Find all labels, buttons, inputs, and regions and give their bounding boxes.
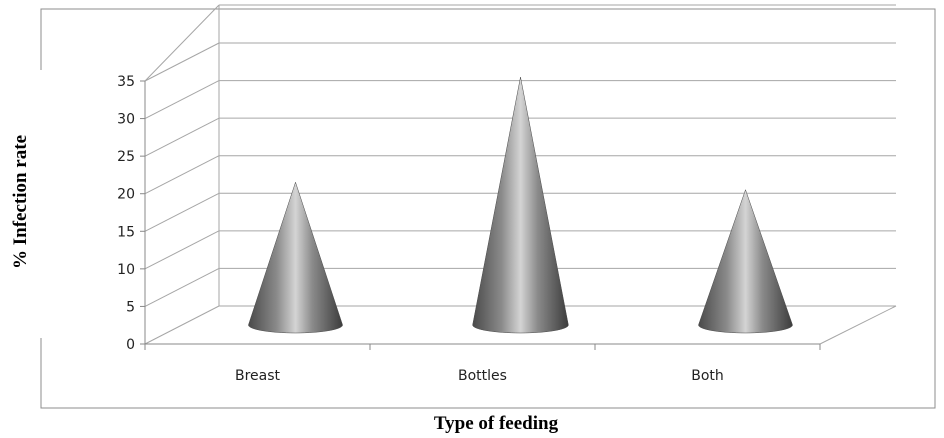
x-category-labels: Breast Bottles Both (235, 368, 724, 384)
gridline-side (144, 192, 220, 232)
x-category-label: Breast (235, 368, 281, 384)
y-tick-label: 35 (117, 74, 135, 90)
y-tick-label: 25 (117, 149, 135, 165)
x-axis-label: Type of feeding (434, 413, 559, 433)
y-tick-label: 20 (117, 187, 135, 203)
axes (140, 80, 821, 350)
cone-bottles (472, 76, 569, 334)
y-tick-labels: 0 5 10 15 20 25 30 35 (117, 74, 135, 353)
gridline-side (144, 80, 220, 120)
gridlines (144, 4, 897, 345)
y-tick-label: 30 (117, 112, 135, 128)
gridline-side (144, 305, 220, 345)
y-axis-label: % Infection rate (10, 135, 31, 269)
y-tick-label: 5 (126, 299, 135, 315)
gridline-side (144, 117, 220, 157)
cone-breast (248, 181, 343, 334)
y-tick-label: 15 (117, 224, 135, 240)
cones (248, 76, 793, 334)
gridline-side-top (144, 4, 220, 82)
gridline-side (144, 155, 220, 195)
x-category-label: Bottles (458, 368, 507, 384)
y-tick-label: 0 (126, 337, 135, 353)
gridline-side (144, 267, 220, 307)
gridline-side (144, 230, 220, 270)
y-tick-label: 10 (117, 262, 135, 278)
cone-both (698, 188, 793, 334)
floor-edge (819, 305, 897, 345)
frame-gap (39, 70, 45, 338)
chart-frame (40, 8, 936, 409)
x-category-label: Both (691, 368, 724, 384)
gridline-side (144, 42, 220, 82)
